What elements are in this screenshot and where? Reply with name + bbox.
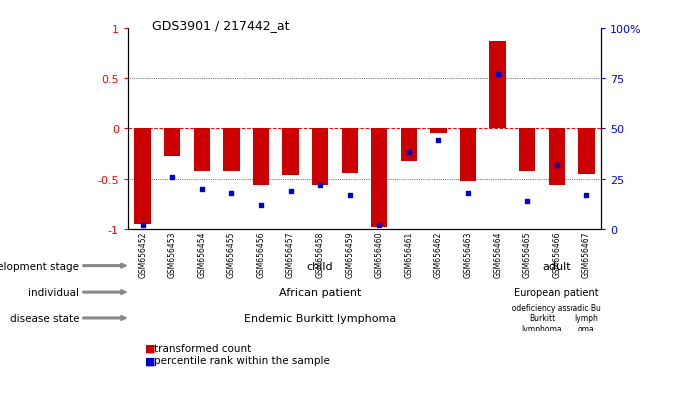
Bar <box>283 129 299 175</box>
Bar <box>578 129 594 174</box>
Bar <box>253 129 269 185</box>
Text: transformed count: transformed count <box>154 343 252 353</box>
Bar <box>193 129 210 171</box>
Bar <box>164 129 180 157</box>
Bar <box>371 129 388 227</box>
Bar <box>519 129 536 171</box>
Text: ■: ■ <box>145 343 155 353</box>
Text: adult: adult <box>542 261 571 271</box>
Bar <box>549 129 565 185</box>
Bar <box>341 129 358 173</box>
Text: Sporadic Burkitt
lymph
oma: Sporadic Burkitt lymph oma <box>556 303 618 333</box>
Text: individual: individual <box>28 287 79 297</box>
Bar <box>489 42 506 129</box>
Bar <box>223 129 240 171</box>
Text: development stage: development stage <box>0 261 79 271</box>
Text: GDS3901 / 217442_at: GDS3901 / 217442_at <box>152 19 290 31</box>
Bar <box>460 129 476 181</box>
Bar <box>430 129 446 134</box>
Text: ■: ■ <box>145 356 155 366</box>
Text: child: child <box>307 261 334 271</box>
Text: Endemic Burkitt lymphoma: Endemic Burkitt lymphoma <box>244 313 396 323</box>
Text: disease state: disease state <box>10 313 79 323</box>
Text: European patient: European patient <box>515 287 599 297</box>
Text: Immunodeficiency associated
Burkitt
lymphoma: Immunodeficiency associated Burkitt lymp… <box>485 303 599 333</box>
Text: percentile rank within the sample: percentile rank within the sample <box>154 356 330 366</box>
Bar <box>401 129 417 161</box>
Bar <box>135 129 151 224</box>
Bar <box>312 129 328 185</box>
Text: African patient: African patient <box>279 287 361 297</box>
